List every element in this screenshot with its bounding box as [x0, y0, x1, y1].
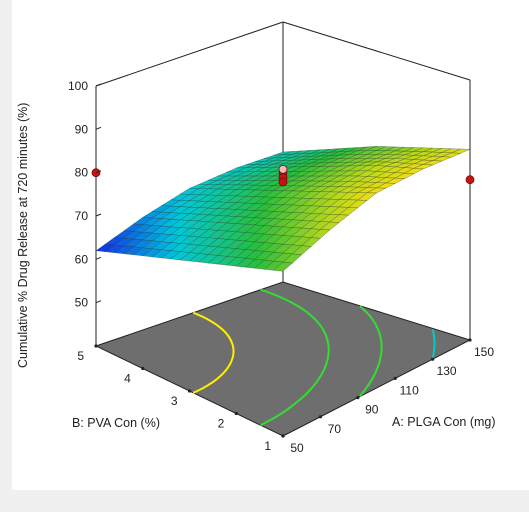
contour-green-outer: [359, 305, 383, 397]
y-axis-title: B: PVA Con (%): [72, 416, 160, 430]
edge-top-right: [282, 21, 471, 81]
x-tick-label: 50: [290, 441, 304, 455]
floor-tick: [356, 396, 360, 400]
contour-cyan: [431, 328, 436, 359]
x-tick-label: 70: [328, 422, 342, 436]
floor-tick: [281, 434, 285, 438]
floor-tick: [141, 366, 145, 371]
y-tick-label: 3: [171, 394, 178, 408]
y-tick-label: 2: [218, 417, 225, 431]
z-tick-label: 100: [68, 79, 88, 93]
y-tick-label: 1: [264, 439, 271, 453]
design-point: [465, 175, 475, 185]
z-tick-label: 70: [75, 209, 89, 223]
contour-green-inner: [260, 288, 330, 427]
floor-tick: [318, 415, 322, 419]
tick-labels: 50 60 70 80 90 100 50 70 90 110 130 150 1 2 3 4 5: [68, 79, 494, 455]
x-tick-label: 90: [365, 403, 379, 417]
z-tick-label: 90: [75, 122, 89, 136]
z-axis-title: Cumulative % Drug Release at 720 minutes…: [16, 103, 30, 368]
floor-tick: [187, 389, 192, 393]
edge-top-left: [95, 21, 284, 87]
z-tick-mark: [95, 83, 102, 87]
z-tick-mark: [95, 126, 102, 130]
x-axis-title: A: PLGA Con (mg): [392, 415, 496, 429]
z-tick-mark: [95, 300, 102, 304]
y-tick-label: 5: [77, 349, 84, 363]
floor-tick: [234, 411, 238, 416]
z-tick-label: 60: [75, 252, 89, 266]
x-tick-label: 130: [437, 364, 457, 378]
contour-yellow: [192, 311, 235, 394]
x-tick-label: 150: [474, 345, 494, 359]
design-point: [278, 164, 288, 174]
design-points: [91, 164, 475, 187]
x-tick-label: 110: [400, 383, 419, 397]
design-point: [278, 177, 288, 187]
y-tick-label: 4: [124, 372, 131, 386]
z-tick-mark: [95, 170, 102, 174]
design-point: [91, 168, 101, 178]
floor-tick: [431, 357, 435, 361]
z-tick-label: 50: [75, 296, 89, 310]
response-surface: [95, 146, 471, 272]
z-tick-label: 80: [75, 166, 89, 180]
z-tick-mark: [95, 256, 102, 260]
z-tick-mark: [95, 213, 102, 217]
floor-tick: [393, 376, 397, 380]
surface-patch: [273, 261, 293, 272]
